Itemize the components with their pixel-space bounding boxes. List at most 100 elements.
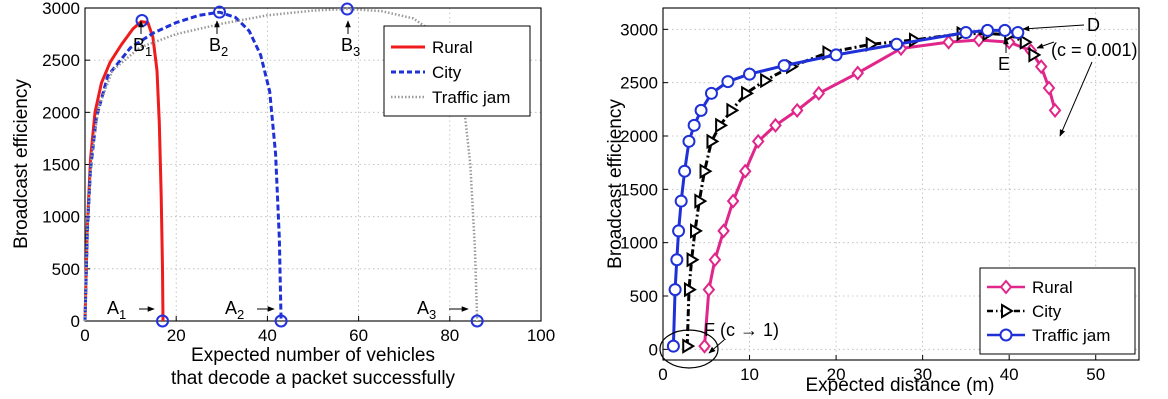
right-marker-city bbox=[726, 102, 740, 119]
right-marker-city bbox=[699, 163, 713, 179]
left-point-b3 bbox=[340, 2, 354, 16]
right-marker-rural bbox=[717, 223, 730, 239]
left-x-axis-label-line2: that decode a packet successfully bbox=[171, 368, 456, 389]
right-marker-traffic-jam bbox=[998, 23, 1012, 37]
legend-label-city: City bbox=[432, 63, 462, 82]
right-x-tick-label: 40 bbox=[1000, 365, 1019, 384]
right-marker-rural bbox=[702, 282, 716, 298]
right-marker-traffic-jam bbox=[687, 118, 701, 132]
right-marker-traffic-jam bbox=[743, 67, 757, 81]
right-plot-frame bbox=[662, 7, 1140, 361]
left-point-a3 bbox=[470, 314, 484, 328]
legend-label-traffic-jam-r: Traffic jam bbox=[1032, 326, 1110, 345]
right-marker-rural bbox=[769, 117, 782, 133]
left-y-tick-label: 2500 bbox=[42, 51, 80, 70]
left-x-tick-label: 40 bbox=[258, 326, 277, 345]
right-marker-rural bbox=[708, 252, 722, 268]
legend-label-rural-r: Rural bbox=[1032, 278, 1073, 297]
left-y-axis-label: Broadcast efficiency bbox=[11, 79, 32, 249]
left-series-rural bbox=[83, 20, 165, 322]
right-marker-rural bbox=[851, 65, 865, 81]
right-marker-city bbox=[760, 72, 774, 89]
right-x-ticks: 0 10 20 30 40 50 bbox=[658, 355, 1105, 384]
annotation-d: D bbox=[1087, 15, 1100, 35]
left-x-tick-label: 20 bbox=[167, 326, 186, 345]
left-y-tick-label: 3000 bbox=[42, 0, 80, 18]
right-y-tick-label: 3000 bbox=[620, 20, 658, 39]
left-legend: Rural City Traffic jam bbox=[383, 25, 531, 117]
legend-marker-city-r bbox=[1001, 303, 1014, 319]
annotation-f-ellipse bbox=[659, 329, 719, 369]
right-y-axis-label: Broadcast efficiency bbox=[605, 99, 626, 269]
right-marker-traffic-jam bbox=[1011, 26, 1025, 40]
right-x-tick-label: 10 bbox=[740, 365, 759, 384]
right-marker-rural bbox=[726, 193, 740, 209]
left-point-a2 bbox=[274, 314, 288, 328]
right-marker-traffic-jam bbox=[674, 194, 688, 208]
left-x-ticks: 0 20 40 60 80 100 bbox=[80, 316, 555, 345]
annotation-b3: B3 bbox=[341, 35, 360, 59]
right-marker-city bbox=[715, 117, 729, 134]
right-marker-city bbox=[694, 193, 708, 209]
right-marker-city bbox=[706, 133, 720, 150]
right-x-tick-label: 50 bbox=[1086, 365, 1105, 384]
left-point-a1 bbox=[156, 314, 170, 328]
right-marker-traffic-jam bbox=[672, 224, 686, 238]
legend-marker-traffic-jam-r bbox=[999, 328, 1013, 342]
left-point-markers bbox=[135, 2, 484, 328]
right-marker-rural bbox=[1042, 80, 1056, 96]
right-x-tick-label: 0 bbox=[658, 365, 667, 384]
right-marker-rural bbox=[698, 338, 711, 354]
right-marker-rural bbox=[1034, 59, 1048, 75]
right-chart: 0 500 1000 1500 2000 2500 3000 0 10 20 30 40 50 Bro… bbox=[605, 7, 1140, 396]
right-marker-rural bbox=[738, 163, 752, 179]
right-marker-city bbox=[690, 223, 703, 239]
right-marker-rural bbox=[751, 133, 765, 149]
right-y-ticks: 0 500 1000 1500 2000 2500 3000 bbox=[620, 20, 668, 359]
right-marker-traffic-jam bbox=[981, 23, 995, 37]
legend-marker-rural-r bbox=[999, 279, 1013, 295]
left-y-tick-label: 0 bbox=[71, 312, 80, 331]
right-y-tick-label: 2500 bbox=[620, 74, 658, 93]
right-marker-traffic-jam bbox=[670, 253, 684, 267]
right-marker-city bbox=[682, 338, 696, 354]
left-point-b2 bbox=[213, 5, 227, 19]
right-marker-traffic-jam bbox=[829, 48, 843, 62]
left-chart: 0 500 1000 1500 2000 2500 3000 0 20 40 60 80 100 Br… bbox=[11, 0, 555, 389]
left-x-tick-label: 80 bbox=[440, 326, 459, 345]
right-y-tick-label: 1500 bbox=[620, 180, 658, 199]
annotation-b2: B2 bbox=[209, 35, 228, 59]
right-marker-rural bbox=[972, 32, 986, 48]
left-x-tick-label: 0 bbox=[80, 326, 89, 345]
left-y-tick-label: 1000 bbox=[42, 208, 80, 227]
arrow-c-1 bbox=[1036, 41, 1055, 49]
annotation-f: F (c → 1) bbox=[704, 320, 779, 340]
right-marker-traffic-jam bbox=[704, 86, 718, 100]
right-series-group bbox=[666, 23, 1062, 354]
arrow-d bbox=[1022, 24, 1085, 32]
left-x-tick-label: 60 bbox=[349, 326, 368, 345]
annotation-a2: A2 bbox=[225, 298, 244, 322]
right-y-tick-label: 1000 bbox=[620, 234, 658, 253]
right-marker-city bbox=[686, 251, 700, 268]
left-y-tick-label: 500 bbox=[52, 260, 80, 279]
right-marker-rural bbox=[812, 85, 826, 101]
left-y-ticks: 0 500 1000 1500 2000 2500 3000 bbox=[42, 0, 90, 331]
right-x-tick-label: 30 bbox=[913, 365, 932, 384]
right-marker-traffic-jam bbox=[694, 103, 708, 117]
right-y-tick-label: 0 bbox=[649, 340, 658, 359]
right-marker-traffic-jam bbox=[678, 164, 692, 178]
annotation-c-small: (c = 0.001) bbox=[1051, 40, 1138, 60]
annotation-b1: B1 bbox=[133, 35, 152, 59]
right-marker-rural bbox=[790, 102, 804, 118]
right-marker-traffic-jam bbox=[682, 134, 696, 148]
right-marker-city bbox=[683, 281, 697, 298]
left-x-tick-label: 100 bbox=[527, 326, 555, 345]
annotation-a3: A3 bbox=[417, 298, 436, 322]
right-marker-rural bbox=[942, 34, 955, 50]
right-y-tick-label: 2000 bbox=[620, 127, 658, 146]
right-x-tick-label: 20 bbox=[827, 365, 846, 384]
legend-label-traffic-jam: Traffic jam bbox=[432, 88, 510, 107]
right-y-tick-label: 500 bbox=[630, 287, 658, 306]
